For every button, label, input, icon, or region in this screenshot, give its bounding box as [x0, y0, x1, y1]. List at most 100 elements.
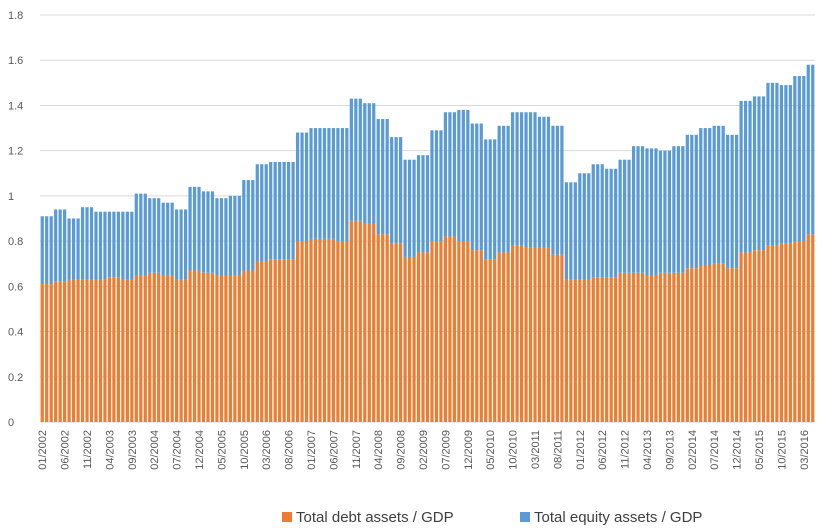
bar-segment — [457, 241, 461, 422]
bar-segment — [215, 198, 219, 276]
bar-segment — [76, 279, 80, 422]
bar-segment — [622, 272, 627, 422]
bar-segment — [717, 125, 721, 264]
x-tick-label: 12/2014 — [732, 430, 744, 470]
x-tick-label: 05/2015 — [754, 430, 766, 470]
bar-segment — [784, 243, 788, 422]
legend-text: Total debt assets / GDP — [296, 509, 454, 526]
bar-segment — [322, 238, 327, 422]
x-tick-label: 02/2009 — [418, 430, 430, 470]
bar-segment — [130, 279, 134, 422]
bar-segment — [569, 182, 573, 280]
bar-segment — [461, 241, 465, 422]
bar-segment — [157, 198, 161, 273]
bar-segment — [448, 236, 452, 422]
bar-segment — [89, 279, 94, 422]
bar-segment — [260, 164, 264, 262]
x-tick-label: 07/2009 — [440, 430, 452, 470]
x-tick-label: 08/2006 — [284, 430, 296, 470]
bar-segment — [788, 85, 792, 244]
bar-segment — [430, 130, 434, 242]
bar-segment — [219, 198, 224, 276]
bar-segment — [58, 209, 62, 282]
bar-segment — [412, 256, 416, 422]
bar-segment — [291, 259, 295, 422]
bar-segment — [304, 241, 309, 422]
bar-segment — [45, 216, 49, 285]
bar-segment — [394, 137, 398, 244]
bar-segment — [412, 159, 416, 257]
bar-segment — [802, 241, 806, 422]
bar-segment — [551, 254, 555, 422]
bar-segment — [246, 270, 250, 422]
bar-segment — [631, 146, 636, 273]
bar-segment — [502, 125, 506, 253]
bar-segment — [345, 128, 349, 242]
bar-segment — [555, 125, 560, 255]
bar-segment — [49, 284, 53, 422]
bar-segment — [596, 164, 600, 278]
bar-segment — [403, 256, 407, 422]
bar-segment — [645, 275, 649, 422]
bar-segment — [210, 191, 215, 273]
x-tick-label: 01/2012 — [575, 430, 587, 470]
legend-swatch — [282, 512, 292, 522]
bar-segment — [233, 275, 237, 422]
bar-segment — [201, 191, 206, 273]
bar-segment — [672, 272, 676, 422]
x-tick-label: 01/2002 — [37, 430, 49, 470]
bar-segment — [578, 279, 582, 422]
bar-segment — [739, 252, 743, 422]
bar-segment — [766, 82, 770, 246]
bar-segment — [434, 130, 439, 242]
bar-segment — [712, 125, 716, 264]
bar-segment — [251, 180, 255, 271]
bar-segment — [528, 247, 533, 422]
bar-segment — [85, 207, 89, 280]
bar-segment — [734, 134, 739, 269]
x-tick-label: 06/2007 — [328, 430, 340, 470]
bar-segment — [269, 259, 273, 422]
bar-segment — [533, 247, 537, 422]
bar-segment — [121, 211, 125, 280]
legend-text: Total equity assets / GDP — [534, 509, 702, 526]
bar-segment — [385, 234, 389, 422]
bar-segment — [770, 245, 775, 422]
bar-segment — [407, 159, 412, 257]
bar-segment — [694, 268, 698, 422]
bar-segment — [63, 281, 67, 422]
bar-segment — [649, 148, 654, 276]
bar-segment — [313, 128, 318, 239]
bar-segment — [295, 132, 300, 242]
bar-segment — [237, 275, 241, 422]
bar-segment — [578, 173, 582, 280]
bar-segment — [94, 279, 98, 422]
bar-segment — [295, 241, 300, 422]
bar-segment — [309, 128, 313, 239]
y-tick-label: 0.4 — [8, 327, 23, 339]
bar-segment — [327, 238, 331, 422]
bar-segment — [349, 220, 353, 422]
bar-segment — [551, 125, 555, 255]
bar-segment — [524, 247, 528, 422]
bar-segment — [712, 263, 716, 422]
bar-segment — [143, 275, 147, 422]
bar-segment — [224, 275, 228, 422]
legend-swatch — [520, 512, 530, 522]
bar-segment — [349, 98, 353, 221]
x-tick-label: 06/2002 — [60, 430, 72, 470]
bar-segment — [582, 173, 586, 280]
bar-segment — [363, 223, 367, 422]
bar-segment — [748, 252, 752, 422]
bar-segment — [802, 76, 806, 242]
bar-segment — [340, 128, 344, 242]
bar-segment — [479, 123, 483, 251]
bar-segment — [596, 277, 600, 422]
bar-segment — [273, 259, 277, 422]
bar-segment — [228, 195, 233, 276]
x-tick-label: 12/2009 — [463, 430, 475, 470]
bar-segment — [654, 275, 658, 422]
bar-segment — [609, 168, 613, 278]
bar-segment — [336, 128, 340, 242]
bar-segment — [676, 146, 680, 273]
